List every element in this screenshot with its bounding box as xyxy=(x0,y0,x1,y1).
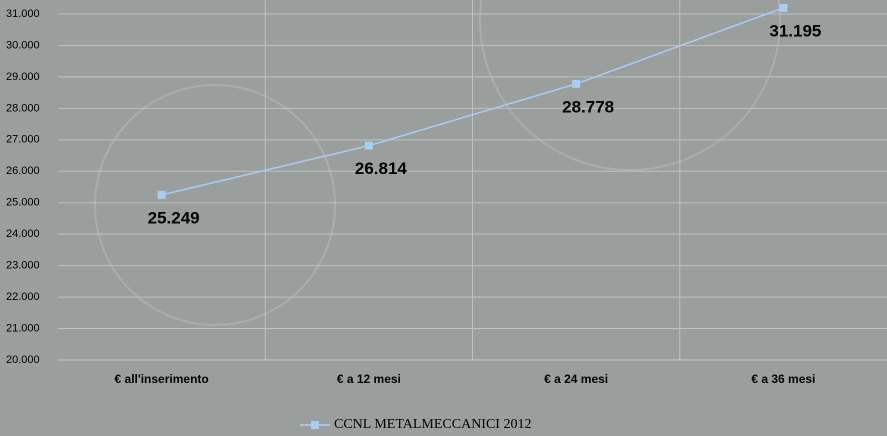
y-tick-label: 21.000 xyxy=(6,322,40,334)
y-tick-label: 22.000 xyxy=(6,291,40,303)
legend-marker xyxy=(311,421,319,429)
y-tick-label: 23.000 xyxy=(6,260,40,272)
decoration xyxy=(94,84,336,326)
marker xyxy=(572,79,581,88)
y-tick-label: 20.000 xyxy=(6,354,40,366)
x-tick-label: € a 24 mesi xyxy=(544,372,608,386)
y-tick-label: 27.000 xyxy=(6,134,40,146)
marker xyxy=(157,190,166,199)
y-tick-label: 30.000 xyxy=(6,39,40,51)
y-tick-label: 25.000 xyxy=(6,197,40,209)
marker xyxy=(364,141,373,150)
x-tick-label: € a 36 mesi xyxy=(751,372,815,386)
y-tick-label: 26.000 xyxy=(6,165,40,177)
line xyxy=(161,7,784,196)
x-tick-label: € all'inserimento xyxy=(115,372,209,386)
marker xyxy=(779,3,788,12)
data-label: 25.249 xyxy=(148,208,200,227)
legend-label: CCNL METALMECCANICI 2012 xyxy=(334,417,531,432)
decoration xyxy=(479,0,781,171)
y-tick-label: 31.000 xyxy=(6,8,40,20)
data-label: 26.814 xyxy=(355,159,408,178)
y-tick-label: 24.000 xyxy=(6,228,40,240)
y-tick-label: 29.000 xyxy=(6,71,40,83)
y-tick-label: 28.000 xyxy=(6,102,40,114)
data-label: 28.778 xyxy=(562,97,614,116)
x-tick-label: € a 12 mesi xyxy=(337,372,401,386)
data-label: 31.195 xyxy=(769,21,821,40)
